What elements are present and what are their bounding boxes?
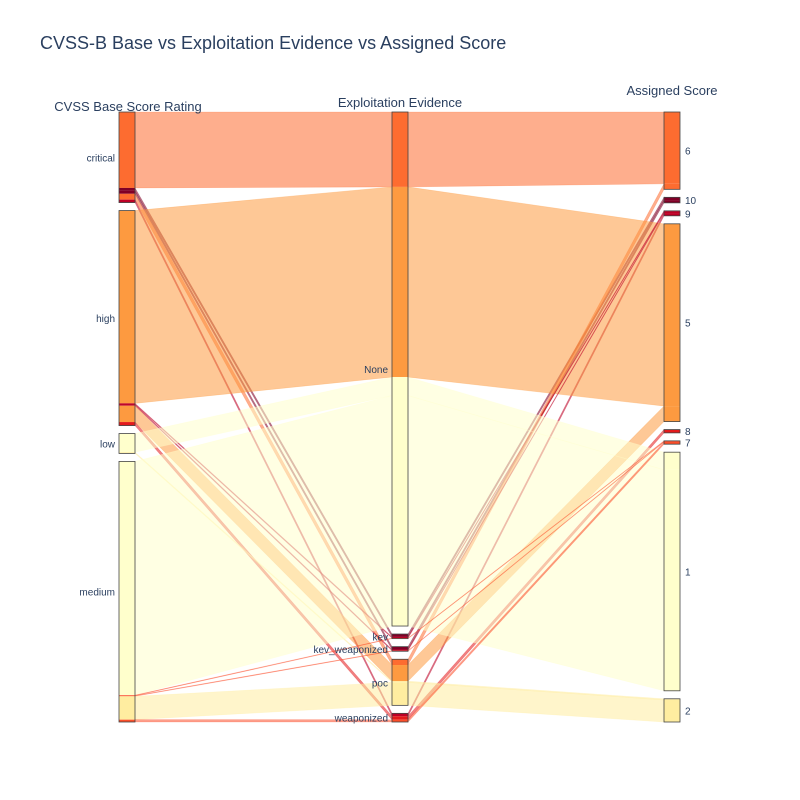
category-bar-layer — [118, 111, 681, 723]
bar-segment-medium-medium-kev-7 — [119, 695, 135, 696]
chart-title: CVSS-B Base vs Exploitation Evidence vs … — [40, 33, 507, 53]
category-bar-1-kev[interactable] — [391, 633, 409, 640]
ribbon-high-none-5-1[interactable] — [134, 186, 393, 404]
ribbon-medium-poc-2-2[interactable] — [407, 681, 665, 723]
bar-segment-5-high-poc-5 — [664, 406, 680, 422]
bar-segment-kev-weaponized-critical-kev-weaponized-10 — [392, 646, 408, 650]
ribbon-high-none-5-2[interactable] — [407, 186, 665, 407]
category-bar-1-weaponized[interactable] — [391, 712, 409, 723]
bar-segment-10-critical-kev-weaponized-10 — [664, 200, 680, 203]
bar-segment-6-critical-poc-6 — [664, 183, 680, 190]
ribbon-medium-none-1-2[interactable] — [407, 395, 665, 692]
bar-segment-critical-critical-weaponized-9 — [119, 199, 135, 203]
category-label-2-1: 1 — [685, 567, 691, 578]
bar-segment-none-high-none-5 — [392, 186, 408, 378]
bar-segment-poc-high-poc-5 — [392, 665, 408, 682]
bar-segment-kev-high-kev-9 — [392, 636, 408, 639]
dimension-title-0: CVSS Base Score Rating — [54, 99, 201, 114]
bar-segment-critical-critical-none-6 — [119, 112, 135, 188]
ribbon-layer — [134, 111, 665, 723]
category-bar-1-kev-weaponized[interactable] — [391, 646, 409, 652]
bar-segment-none-medium-none-1 — [392, 395, 408, 627]
bar-segment-low-low-none-1 — [119, 433, 135, 453]
bar-segment-9-high-kev-weaponized-9 — [664, 211, 680, 214]
bar-segment-1-medium-none-1 — [664, 469, 680, 691]
bar-segment-critical-critical-poc-6 — [119, 193, 135, 200]
ribbon-critical-none-6-1[interactable] — [134, 111, 393, 189]
bar-segment-1-low-none-1 — [664, 452, 680, 470]
category-label-0-medium: medium — [79, 588, 115, 599]
bar-segment-2-low-poc-2 — [664, 698, 680, 700]
category-bar-1-poc[interactable] — [391, 658, 409, 706]
bar-segment-2-medium-poc-2 — [664, 699, 680, 722]
label-layer: CVSS Base Score Rating Exploitation Evide… — [54, 83, 717, 725]
bar-segment-6-critical-none-6 — [664, 112, 680, 184]
bar-segment-high-high-none-5 — [119, 210, 135, 404]
bar-segment-none-critical-none-6 — [392, 112, 408, 187]
dimension-title-1: Exploitation Evidence — [338, 95, 462, 110]
category-label-2-5: 5 — [685, 319, 691, 330]
bar-segment-poc-critical-poc-6 — [392, 659, 408, 666]
bar-segment-9-critical-weaponized-9 — [664, 213, 680, 216]
category-bar-2-10[interactable] — [663, 196, 681, 204]
category-label-1-kev-weaponized: kev_weaponized — [314, 645, 389, 656]
category-label-1-weaponized: weaponized — [334, 714, 388, 725]
bar-segment-kev-critical-kev-10 — [392, 634, 408, 637]
bar-segment-weaponized-medium-weaponized-7 — [392, 719, 408, 722]
category-label-2-9: 9 — [685, 209, 691, 220]
category-label-2-8: 8 — [685, 427, 691, 438]
bar-segment-kev-weaponized-high-kev-weaponized-9 — [392, 649, 408, 651]
category-bar-0-critical[interactable] — [118, 111, 136, 203]
category-bar-0-low[interactable] — [118, 433, 136, 454]
category-label-1-poc: poc — [372, 678, 388, 689]
bar-segment-8-high-weaponized-8 — [664, 429, 680, 433]
dimension-title-2: Assigned Score — [626, 83, 717, 98]
category-label-2-2: 2 — [685, 706, 691, 717]
bar-segment-none-low-none-1 — [392, 377, 408, 396]
category-bar-2-8[interactable] — [663, 429, 681, 434]
bar-segment-medium-medium-weaponized-7 — [119, 719, 135, 722]
bar-segment-9-high-kev-9 — [664, 210, 680, 212]
category-bar-1-none[interactable] — [391, 111, 409, 627]
bar-segment-poc-medium-poc-2 — [392, 682, 408, 706]
bar-segment-weaponized-high-weaponized-8 — [392, 716, 408, 720]
bar-segment-medium-medium-none-1 — [119, 461, 135, 696]
category-bar-2-6[interactable] — [663, 111, 681, 190]
bar-segment-high-high-kev-9 — [119, 403, 135, 405]
category-bar-2-2[interactable] — [663, 698, 681, 723]
category-label-0-high: high — [96, 314, 115, 325]
category-label-2-7: 7 — [685, 439, 691, 450]
bar-segment-critical-critical-kev-weaponized-10 — [119, 190, 135, 194]
bar-segment-7-medium-weaponized-7 — [664, 441, 680, 445]
bar-segment-medium-medium-kev-weaponized-7 — [119, 695, 135, 697]
bar-segment-weaponized-critical-weaponized-9 — [392, 713, 408, 717]
bar-segment-critical-critical-kev-10 — [119, 187, 135, 191]
ribbon-critical-none-6-2[interactable] — [407, 111, 665, 188]
bar-segment-high-high-poc-5 — [119, 405, 135, 423]
category-bar-0-medium[interactable] — [118, 461, 136, 723]
bar-segment-7-medium-kev-weaponized-7 — [664, 441, 680, 442]
category-label-1-none: None — [364, 365, 388, 376]
category-label-0-low: low — [100, 439, 116, 450]
bar-segment-10-critical-kev-10 — [664, 197, 680, 201]
category-bar-2-5[interactable] — [663, 223, 681, 422]
category-bar-2-7[interactable] — [663, 440, 681, 445]
bar-segment-high-high-weaponized-8 — [119, 422, 135, 426]
bar-segment-medium-medium-poc-2 — [119, 696, 135, 720]
category-label-1-kev: kev — [372, 632, 388, 643]
category-label-2-6: 6 — [685, 147, 691, 158]
bar-segment-low-low-poc-2 — [119, 452, 135, 454]
category-bar-2-9[interactable] — [663, 210, 681, 217]
category-bar-0-high[interactable] — [118, 210, 136, 426]
category-label-2-10: 10 — [685, 196, 697, 207]
category-bar-2-1[interactable] — [663, 451, 681, 692]
bar-segment-poc-low-poc-2 — [392, 681, 408, 683]
category-label-0-critical: critical — [87, 153, 115, 164]
bar-segment-5-high-none-5 — [664, 223, 680, 407]
bar-segment-high-high-kev-weaponized-9 — [119, 404, 135, 406]
